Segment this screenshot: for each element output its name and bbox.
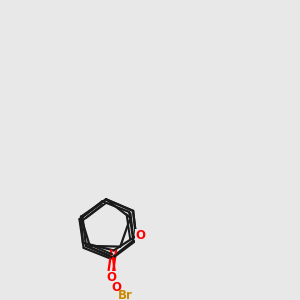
- Text: O: O: [135, 230, 145, 242]
- Text: Br: Br: [118, 289, 133, 300]
- Text: O: O: [106, 272, 116, 284]
- Text: O: O: [112, 281, 122, 294]
